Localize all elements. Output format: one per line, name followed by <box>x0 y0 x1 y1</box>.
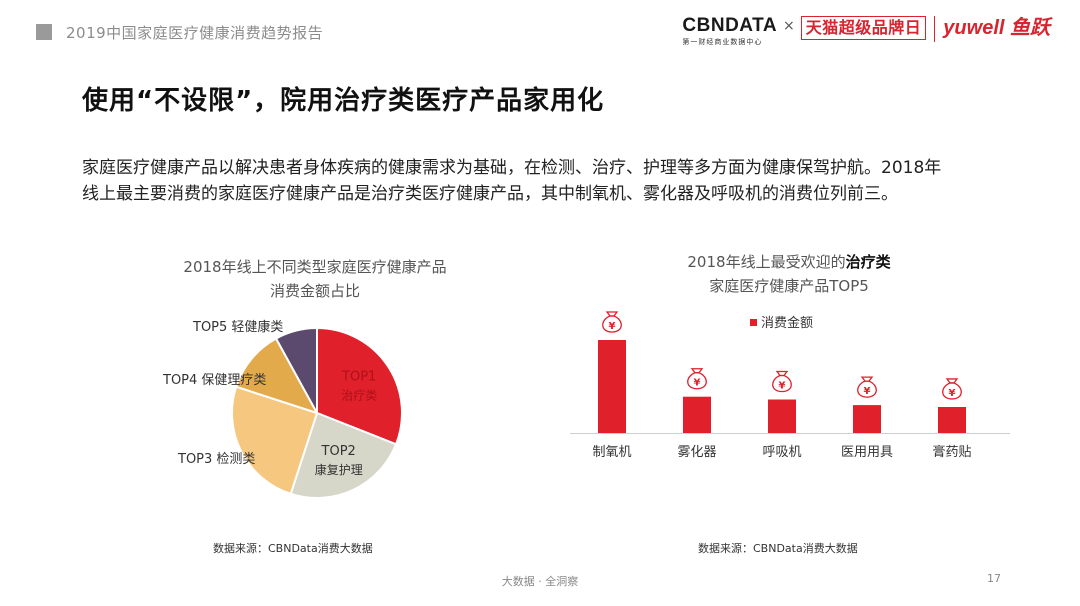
bar-title-line-2: 家庭医疗健康产品TOP5 <box>709 277 869 295</box>
pie-label-5: TOP5 轻健康类 <box>192 319 283 335</box>
bar-chart-title: 2018年线上最受欢迎的治疗类 家庭医疗健康产品TOP5 <box>634 250 944 298</box>
bar-legend-label: 消费金额 <box>761 315 813 331</box>
yuwell-logo: yuwell 鱼跃 <box>943 17 1050 39</box>
bar-4 <box>853 405 881 433</box>
money-bag-icon-3: ¥ <box>772 370 792 393</box>
page-title: 使用“不设限”，院用治疗类医疗产品家用化 <box>82 86 605 116</box>
page-number: 17 <box>987 572 1001 585</box>
report-title: 2019中国家庭医疗健康消费趋势报告 <box>66 24 324 42</box>
money-bag-icon-1: ¥ <box>602 311 622 333</box>
yen-glyph: ¥ <box>694 378 701 389</box>
pie-label-3: TOP3 检测类 <box>177 452 255 467</box>
partner-logos: CBNDATA 第一财经商业数据中心 × 天猫超级品牌日 yuwell 鱼跃 <box>682 16 1050 52</box>
pie-slice-3 <box>231 385 319 496</box>
cbndata-logo: CBNDATA 第一财经商业数据中心 <box>682 16 777 47</box>
footer-tagline: 大数据 · 全洞察 <box>501 575 579 588</box>
intro-line-2: 线上最主要消费的家庭医疗健康产品是治疗类医疗健康产品，其中制氧机、雾化器及呼吸机… <box>82 184 898 204</box>
bar-category-label-3: 呼吸机 <box>762 445 801 460</box>
pie-slice-4 <box>234 337 320 415</box>
bar-legend-swatch <box>750 319 757 326</box>
money-bag-body <box>942 382 962 400</box>
pie-title-line-1: 2018年线上不同类型家庭医疗健康产品 <box>183 258 447 276</box>
tmall-logo: 天猫超级品牌日 <box>800 16 927 40</box>
intro-paragraph: 家庭医疗健康产品以解决患者身体疾病的健康需求为基础，在检测、治疗、护理等多方面为… <box>82 155 1007 207</box>
money-bag-icon-2: ¥ <box>687 368 707 390</box>
money-bag-body <box>602 315 622 333</box>
yen-glyph: ¥ <box>864 386 871 397</box>
pie-label-name-2: 康复护理 <box>315 462 363 477</box>
money-bag-icon-5: ¥ <box>942 378 962 400</box>
bar-category-label-4: 医用用具 <box>841 445 893 460</box>
yen-glyph: ¥ <box>609 321 616 332</box>
yen-glyph: ¥ <box>949 388 956 399</box>
pie-label-name-1: 治疗类 <box>341 388 377 402</box>
logo-separator: × <box>783 18 795 34</box>
bar-source: 数据来源：CBNData消费大数据 <box>698 542 858 555</box>
pie-label-rank-2: TOP2 <box>321 444 356 459</box>
bar-title-pre: 2018年线上最受欢迎的 <box>687 253 846 271</box>
pie-slice-5 <box>274 326 318 414</box>
money-bag-icon-4: ¥ <box>857 376 877 398</box>
bar-2 <box>683 396 711 433</box>
money-bag-body <box>687 372 707 390</box>
header-square-icon <box>36 24 52 40</box>
bar-category-label-2: 雾化器 <box>677 445 716 460</box>
pie-label-4: TOP4 保健理疗类 <box>162 373 266 388</box>
yen-glyph: ¥ <box>779 381 786 392</box>
bar-category-label-1: 制氧机 <box>592 445 631 460</box>
logo-divider <box>934 16 936 42</box>
money-bag-body <box>772 374 792 393</box>
bar-5 <box>938 407 966 433</box>
cbndata-logo-text: CBNDATA <box>682 15 778 36</box>
pie-label-rank-1: TOP1 <box>341 369 376 384</box>
pie-slice-2 <box>289 411 398 499</box>
intro-line-1: 家庭医疗健康产品以解决患者身体疾病的健康需求为基础，在检测、治疗、护理等多方面为… <box>82 158 942 178</box>
pie-title-line-2: 消费金额占比 <box>269 282 360 300</box>
pie-chart-title: 2018年线上不同类型家庭医疗健康产品 消费金额占比 <box>150 255 480 303</box>
bar-category-label-5: 膏药贴 <box>932 444 971 460</box>
cbndata-logo-sub: 第一财经商业数据中心 <box>682 38 763 46</box>
bar-title-line-1: 2018年线上最受欢迎的治疗类 <box>634 250 944 274</box>
pie-source: 数据来源：CBNData消费大数据 <box>213 542 373 555</box>
bar-3 <box>768 399 796 433</box>
money-bag-body <box>857 380 877 398</box>
pie-slice-1 <box>316 326 403 446</box>
bar-title-bold: 治疗类 <box>845 253 891 271</box>
bar-1 <box>598 340 626 433</box>
